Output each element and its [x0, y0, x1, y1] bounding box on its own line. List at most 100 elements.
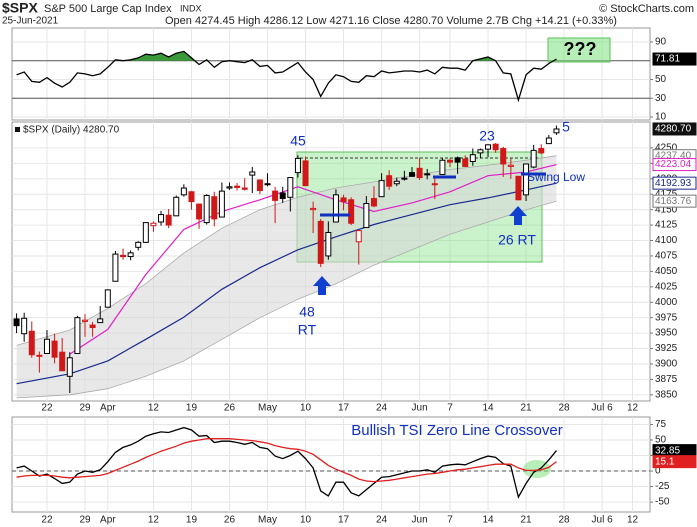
y-tick-label: 3975	[655, 312, 678, 323]
candle-body	[348, 199, 355, 224]
y-tick-label: 3850	[655, 389, 678, 400]
x-tick-label: 24	[376, 515, 388, 526]
value-label: 4163.76	[655, 196, 692, 207]
x-tick-label: 29	[79, 403, 91, 414]
candle-body	[401, 177, 408, 180]
candle-body	[43, 338, 50, 354]
x-tick-label: 7	[447, 403, 453, 414]
candle-body	[211, 196, 218, 220]
y-tick-label: 50	[655, 74, 667, 85]
y-tick-label: 4000	[655, 297, 678, 308]
x-tick-label: Apr	[100, 515, 116, 526]
candle-body	[325, 231, 332, 257]
value-label-box	[652, 52, 697, 66]
annotation: Swing Low	[527, 170, 585, 184]
y-tick-label: 10	[655, 112, 667, 123]
y-tick-label: 4250	[655, 143, 678, 154]
candle-body	[218, 190, 225, 218]
legend-swatch	[15, 127, 20, 132]
y-tick-label: 4150	[655, 204, 678, 215]
value-label-box	[652, 176, 697, 190]
candle-body	[59, 351, 66, 372]
index-name: S&P 500 Large Cap Index	[44, 3, 172, 15]
x-tick-label: 21	[520, 515, 532, 526]
x-tick-label: 19	[186, 515, 198, 526]
candle-body	[317, 220, 324, 264]
y-tick-label: -50	[655, 497, 670, 508]
candle-body	[302, 160, 309, 187]
x-tick-label: 12	[627, 403, 639, 414]
moving-average	[69, 164, 557, 355]
candle-body	[477, 149, 484, 154]
candle-body	[553, 128, 560, 134]
x-tick-label: 17	[338, 515, 350, 526]
y-tick-label: 3925	[655, 343, 678, 354]
value-label: 32.85	[655, 445, 680, 456]
candle-body	[66, 357, 73, 377]
y-tick-label: 90	[655, 37, 667, 48]
candle-body	[545, 137, 552, 145]
annotation: RT	[298, 322, 317, 338]
candle-body	[416, 167, 423, 179]
y-tick-label: 4175	[655, 189, 678, 200]
x-tick-label: 10	[300, 403, 312, 414]
x-tick-label: 24	[376, 403, 388, 414]
candle-body	[370, 198, 377, 207]
line-series	[16, 438, 557, 483]
candle-body	[234, 185, 241, 188]
candle-body	[439, 159, 446, 175]
candle-body	[523, 163, 530, 196]
y-tick-label: 75	[655, 419, 667, 430]
x-tick-label: 19	[186, 403, 198, 414]
candle-body	[158, 214, 165, 223]
candle-body	[355, 230, 362, 243]
value-label: 4192.93	[655, 178, 692, 189]
candle-body	[74, 317, 81, 354]
x-tick-label: 28	[559, 515, 571, 526]
candle-body	[462, 158, 469, 167]
highlight-box	[547, 37, 611, 63]
x-tick-label: 12	[627, 515, 639, 526]
candle-body	[340, 197, 347, 203]
x-tick-label: May	[258, 403, 277, 414]
candle-body	[310, 207, 317, 211]
candle-body	[363, 202, 370, 229]
pane-layer	[11, 27, 651, 513]
candle-body	[507, 164, 514, 167]
candle-body	[82, 319, 89, 322]
date: 25-Jun-2021	[2, 16, 59, 27]
symbol: $SPX	[2, 0, 38, 16]
candle-body	[492, 143, 499, 151]
value-label: 4237.40	[655, 150, 692, 161]
y-tick-label: 50	[655, 435, 667, 446]
x-tick-label: Jun	[412, 403, 428, 414]
x-tick-label: 26	[224, 403, 236, 414]
candle-body	[515, 175, 522, 201]
candle-body	[431, 183, 438, 186]
labels-layer: 71.81??? 4237.40 4163.76 4223.04 4192.93 4280…	[15, 39, 697, 526]
candle-body	[127, 252, 134, 258]
x-tick-label: 22	[41, 515, 53, 526]
candle-body	[378, 180, 385, 198]
candle-body	[294, 157, 301, 174]
candle-body	[500, 148, 507, 165]
candle-body	[447, 159, 454, 163]
y-tick-label: 4025	[655, 281, 678, 292]
candle-body	[97, 318, 104, 324]
candle-body	[530, 149, 537, 168]
x-tick-label: Apr	[100, 403, 116, 414]
x-tick-label: 22	[41, 403, 53, 414]
x-tick-label: 26	[224, 515, 236, 526]
value-label-box	[652, 455, 697, 469]
exchange: INDX	[180, 3, 202, 13]
candle-body	[173, 196, 180, 217]
credit: © StockCharts.com	[599, 3, 694, 15]
candle-body	[241, 187, 248, 190]
arrow	[313, 276, 331, 295]
annotation: 45	[290, 133, 306, 149]
x-tick-label: 14	[482, 403, 494, 414]
pane-frame	[11, 27, 651, 121]
y-tick-label: 4100	[655, 235, 678, 246]
candle-body	[332, 194, 339, 223]
line-series	[16, 50, 557, 103]
